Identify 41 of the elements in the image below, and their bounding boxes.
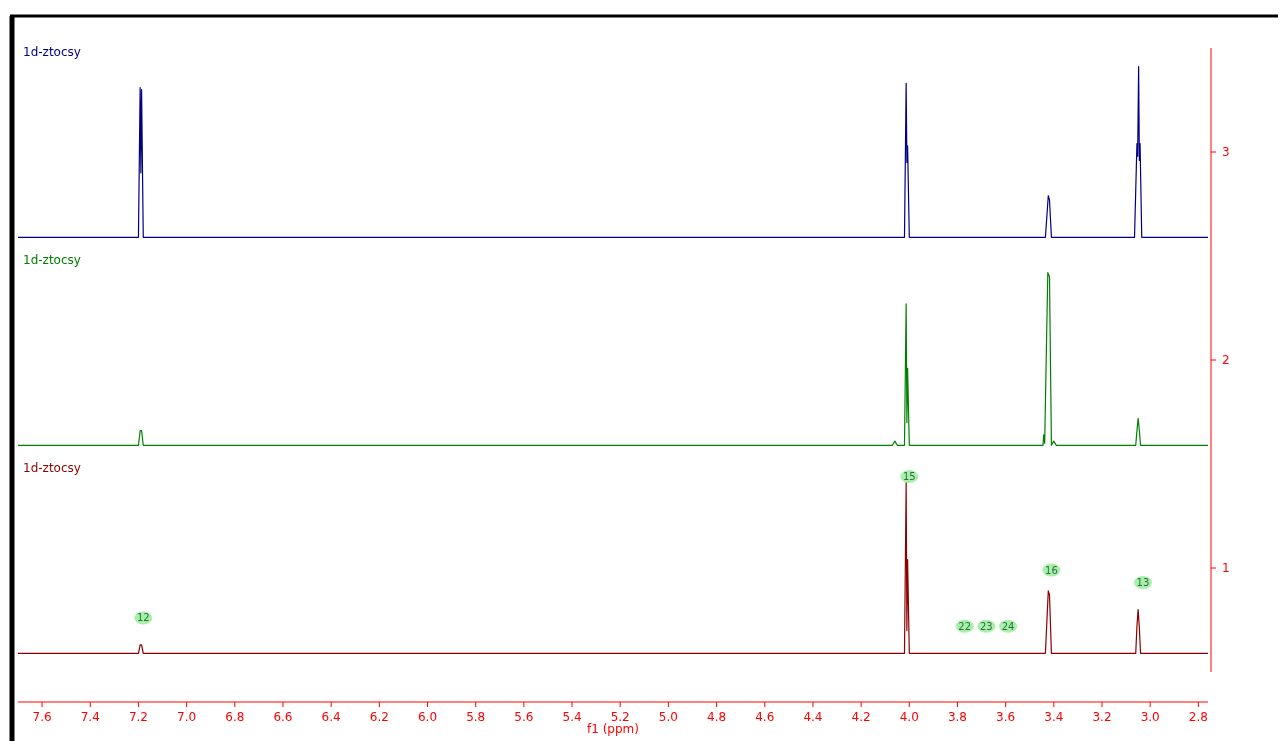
x-tick-label: 4.8 <box>707 710 727 724</box>
annotation: 23 <box>980 620 993 632</box>
x-tick-label: 3.2 <box>1092 710 1112 724</box>
x-tick-label: 7.6 <box>32 710 52 724</box>
text: 1d-ztocsy <box>23 253 81 268</box>
annotation: 22 <box>958 620 972 632</box>
x-tick-label: 6.2 <box>369 710 389 724</box>
annotation: 16 <box>1045 564 1058 576</box>
x-tick-label: 2.8 <box>1188 710 1208 724</box>
line-series <box>17 272 1209 446</box>
x-tick-label: 7.4 <box>80 710 100 724</box>
x-tick-label: 4.4 <box>803 710 823 724</box>
text: 1d-ztocsy <box>23 461 81 476</box>
x-tick-label: 6.4 <box>321 710 341 724</box>
x-tick-label: 6.8 <box>225 710 245 724</box>
x-tick-label: 3.8 <box>947 710 968 724</box>
y-tick-label: 2 <box>1222 353 1230 367</box>
x-tick-label: 4.6 <box>755 710 775 724</box>
x-tick-label: 5.8 <box>466 710 486 724</box>
x-tick-label: 7.2 <box>128 710 148 724</box>
annotation: 24 <box>1001 620 1015 632</box>
x-tick-label: 4.0 <box>899 710 919 724</box>
annotation: 12 <box>136 612 150 624</box>
line-series <box>17 66 1209 238</box>
x-tick-label: 7.0 <box>177 710 197 724</box>
x-tick-label: 3.4 <box>1044 710 1064 724</box>
x-tick-label: 6.6 <box>273 710 293 724</box>
x-tick-label: 5.0 <box>658 710 678 724</box>
x-tick-label: 3.0 <box>1140 710 1160 724</box>
y-tick-label: 1 <box>1222 561 1230 575</box>
annotation: 13 <box>1136 577 1150 589</box>
x-tick-label: 3.6 <box>996 710 1016 724</box>
x-tick-label: 5.2 <box>610 710 630 724</box>
x-tick-label: 4.2 <box>851 710 871 724</box>
x-axis-title: f1 (ppm) <box>587 722 639 736</box>
x-tick-label: 5.4 <box>562 710 582 724</box>
x-tick-label: 6.0 <box>417 710 438 724</box>
text: 1d-ztocsy <box>23 45 81 60</box>
annotation: 15 <box>902 470 916 482</box>
x-tick-label: 5.6 <box>514 710 534 724</box>
y-tick-label: 3 <box>1222 145 1230 159</box>
